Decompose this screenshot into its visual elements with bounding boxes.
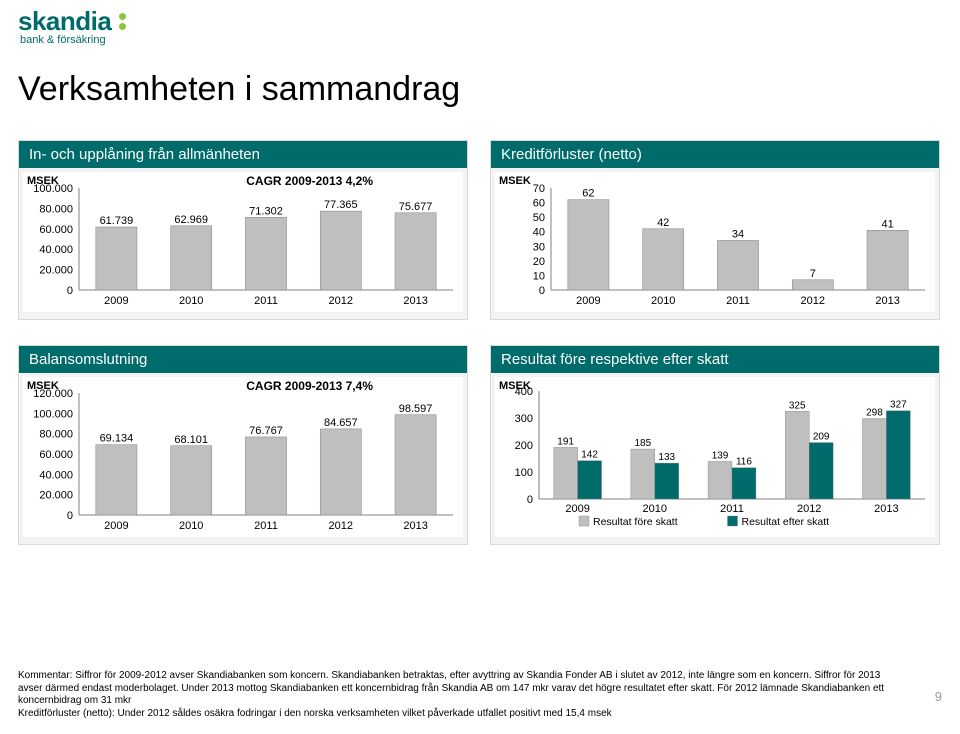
chart-resultat: MSEK400300200100019114220091851332010139…	[495, 377, 935, 537]
panel-title: In- och upplåning från allmänheten	[19, 141, 467, 168]
svg-text:0: 0	[67, 510, 73, 522]
svg-text:80.000: 80.000	[39, 429, 73, 441]
svg-text:77.365: 77.365	[324, 199, 358, 211]
svg-text:7: 7	[810, 268, 816, 280]
svg-text:40.000: 40.000	[39, 244, 73, 256]
panel-resultat: Resultat före respektive efter skatt MSE…	[490, 345, 940, 545]
svg-text:0: 0	[527, 494, 533, 506]
logo-subtitle: bank & försäkring	[20, 34, 106, 46]
svg-text:116: 116	[736, 457, 752, 468]
svg-text:2009: 2009	[576, 295, 600, 307]
svg-text:2009: 2009	[565, 503, 589, 515]
svg-text:142: 142	[581, 450, 598, 461]
svg-text:2011: 2011	[726, 295, 750, 307]
svg-text:325: 325	[789, 400, 806, 411]
svg-text:62: 62	[582, 188, 594, 200]
svg-text:69.134: 69.134	[100, 433, 134, 445]
svg-text:2013: 2013	[403, 295, 427, 307]
logo-dots	[119, 13, 126, 30]
svg-text:133: 133	[658, 452, 675, 463]
svg-text:30: 30	[533, 241, 545, 253]
svg-text:2010: 2010	[179, 520, 203, 532]
svg-text:139: 139	[712, 450, 729, 461]
svg-text:300: 300	[515, 413, 533, 425]
svg-text:98.597: 98.597	[399, 403, 433, 415]
logo: skandia	[18, 6, 126, 37]
svg-text:2010: 2010	[643, 503, 667, 515]
svg-text:100.000: 100.000	[33, 408, 73, 420]
svg-text:20.000: 20.000	[39, 490, 73, 502]
svg-text:100.000: 100.000	[33, 183, 73, 195]
svg-text:0: 0	[539, 285, 545, 297]
chart-kreditforluster: MSEK706050403020100622009422010342011720…	[495, 172, 935, 312]
page-title: Verksamheten i sammandrag	[18, 70, 460, 109]
svg-text:Resultat före skatt: Resultat före skatt	[593, 516, 678, 528]
svg-text:2012: 2012	[329, 295, 353, 307]
svg-text:400: 400	[515, 386, 533, 398]
page-number: 9	[935, 689, 942, 704]
svg-text:298: 298	[866, 408, 883, 419]
svg-text:80.000: 80.000	[39, 203, 73, 215]
svg-text:76.767: 76.767	[249, 425, 283, 437]
panel-upplaning: In- och upplåning från allmänheten CAGR …	[18, 140, 468, 320]
svg-text:2009: 2009	[104, 295, 128, 307]
svg-text:40: 40	[533, 227, 545, 239]
cagr-label: CAGR 2009-2013 4,2%	[246, 174, 373, 188]
svg-text:2012: 2012	[797, 503, 821, 515]
footnote-line: Kreditförluster (netto): Under 2012 såld…	[18, 708, 888, 721]
svg-text:60.000: 60.000	[39, 449, 73, 461]
svg-text:2011: 2011	[254, 520, 278, 532]
footnote: Kommentar: Siffror för 2009-2012 avser S…	[18, 670, 888, 720]
svg-text:200: 200	[515, 440, 533, 452]
svg-text:60: 60	[533, 198, 545, 210]
svg-text:0: 0	[67, 285, 73, 297]
svg-text:Resultat efter skatt: Resultat efter skatt	[742, 516, 830, 528]
svg-text:70: 70	[533, 183, 545, 195]
svg-text:42: 42	[657, 217, 669, 229]
svg-text:68.101: 68.101	[174, 434, 208, 446]
svg-text:2011: 2011	[254, 295, 278, 307]
svg-text:71.302: 71.302	[249, 205, 283, 217]
panel-kreditforluster: Kreditförluster (netto) MSEK706050403020…	[490, 140, 940, 320]
logo-word: skandia	[18, 6, 111, 37]
panel-title: Balansomslutning	[19, 346, 467, 373]
svg-text:2011: 2011	[720, 503, 744, 515]
cagr-label: CAGR 2009-2013 7,4%	[246, 379, 373, 393]
chart-upplaning: CAGR 2009-2013 4,2% MSEK100.00080.00060.…	[23, 172, 463, 312]
svg-text:2010: 2010	[651, 295, 675, 307]
svg-text:40.000: 40.000	[39, 469, 73, 481]
svg-text:20.000: 20.000	[39, 265, 73, 277]
chart-balansomslutning: CAGR 2009-2013 7,4% MSEK120.000100.00080…	[23, 377, 463, 537]
svg-text:41: 41	[881, 218, 893, 230]
svg-text:10: 10	[533, 270, 545, 282]
svg-text:60.000: 60.000	[39, 224, 73, 236]
panel-balansomslutning: Balansomslutning CAGR 2009-2013 7,4% MSE…	[18, 345, 468, 545]
svg-text:MSEK: MSEK	[499, 175, 531, 187]
svg-text:61.739: 61.739	[100, 215, 134, 227]
svg-text:191: 191	[557, 436, 574, 447]
panel-title: Resultat före respektive efter skatt	[491, 346, 939, 373]
svg-text:84.657: 84.657	[324, 417, 358, 429]
panel-title: Kreditförluster (netto)	[491, 141, 939, 168]
svg-text:209: 209	[813, 432, 830, 443]
svg-text:2009: 2009	[104, 520, 128, 532]
svg-text:120.000: 120.000	[33, 388, 73, 400]
svg-text:100: 100	[515, 467, 533, 479]
svg-text:75.677: 75.677	[399, 201, 433, 213]
svg-text:50: 50	[533, 212, 545, 224]
svg-text:2012: 2012	[329, 520, 353, 532]
svg-text:34: 34	[732, 228, 744, 240]
svg-text:2013: 2013	[403, 520, 427, 532]
footnote-line: Kommentar: Siffror för 2009-2012 avser S…	[18, 670, 888, 708]
svg-text:62.969: 62.969	[174, 214, 208, 226]
svg-text:2010: 2010	[179, 295, 203, 307]
svg-text:185: 185	[634, 438, 651, 449]
svg-text:2013: 2013	[874, 503, 898, 515]
svg-text:2012: 2012	[801, 295, 825, 307]
svg-text:327: 327	[890, 400, 907, 411]
svg-text:2013: 2013	[875, 295, 899, 307]
svg-text:20: 20	[533, 256, 545, 268]
